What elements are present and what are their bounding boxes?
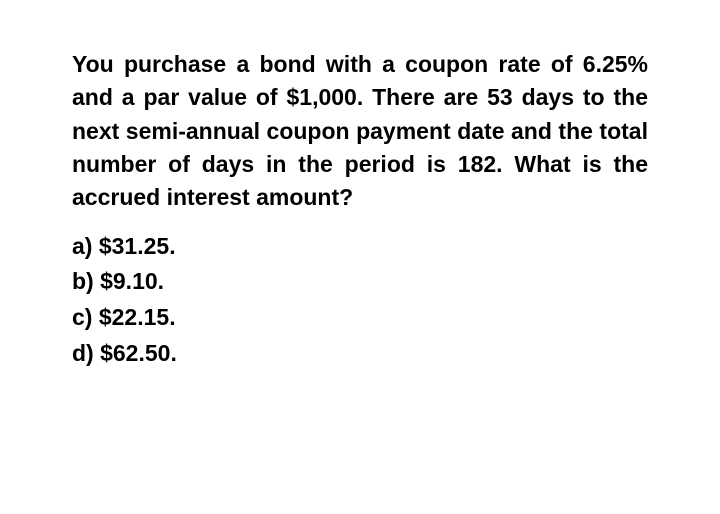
option-d: d) $62.50. (72, 336, 648, 372)
option-a: a) $31.25. (72, 229, 648, 265)
option-b: b) $9.10. (72, 264, 648, 300)
question-text: You purchase a bond with a coupon rate o… (72, 48, 648, 215)
option-c: c) $22.15. (72, 300, 648, 336)
